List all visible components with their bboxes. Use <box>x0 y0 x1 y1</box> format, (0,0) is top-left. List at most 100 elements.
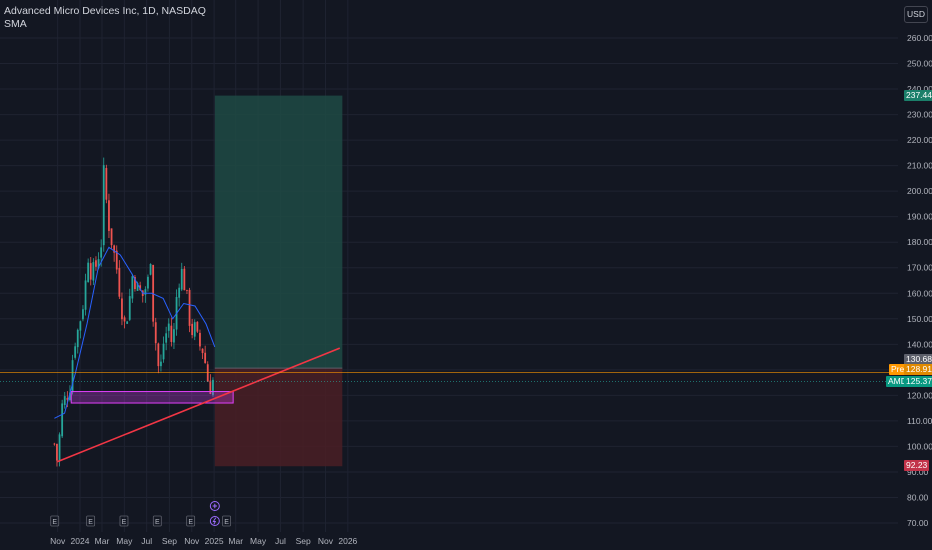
event-label: E <box>155 519 160 526</box>
target-price-badge: 237.44 <box>904 90 932 101</box>
candle <box>167 318 170 338</box>
candle <box>108 193 110 238</box>
candlestick-series <box>53 157 214 467</box>
earnings-event-marker[interactable]: E <box>186 515 196 527</box>
price-tick-label: 70.00 <box>907 518 929 528</box>
candle <box>149 263 152 276</box>
price-tick-label: 150.00 <box>907 314 932 324</box>
candle-body <box>147 276 149 289</box>
pre-market-badge: 128.91 <box>904 364 932 375</box>
candle <box>76 328 79 354</box>
candle-body <box>100 247 103 258</box>
event-badge <box>119 515 129 527</box>
candle-body <box>92 262 95 281</box>
candle-body <box>69 392 71 401</box>
candle-body <box>193 322 196 337</box>
price-tick-label: 100.00 <box>907 441 932 451</box>
candle-body <box>204 352 207 363</box>
candle-body <box>188 289 191 326</box>
last-price-badge: 125.37 <box>904 376 932 387</box>
candle-body <box>167 323 170 331</box>
time-tick-label: 2025 <box>205 536 224 546</box>
price-tick-label: 230.00 <box>907 110 932 120</box>
event-label: E <box>188 519 193 526</box>
candle-body <box>180 268 183 290</box>
candle-body <box>152 264 155 322</box>
candle-body <box>144 289 147 295</box>
support-box <box>70 391 234 404</box>
candle-body <box>157 343 160 367</box>
candle <box>154 317 157 351</box>
price-tick-label: 90.00 <box>907 467 929 477</box>
candle-body <box>173 329 175 343</box>
sma-line <box>54 246 216 419</box>
candle <box>204 345 207 364</box>
candle <box>110 228 113 249</box>
candle-body <box>154 322 157 344</box>
candle-body <box>191 323 194 336</box>
candle-body <box>199 332 201 347</box>
price-tick-label: 210.00 <box>907 161 932 171</box>
candle-body <box>186 290 188 291</box>
earnings-event-marker[interactable]: E <box>222 515 231 527</box>
candle-body <box>63 396 66 405</box>
candle <box>193 319 196 341</box>
candle-body <box>89 263 92 280</box>
price-tick-label: 120.00 <box>907 390 932 400</box>
candle <box>79 320 82 339</box>
earnings-event-marker[interactable]: E <box>50 515 60 527</box>
lightning-bolt <box>212 517 217 525</box>
event-badge <box>86 515 96 527</box>
candle-body <box>102 165 105 246</box>
symbol-title[interactable]: Advanced Micro Devices Inc, 1D, NASDAQ <box>4 5 206 17</box>
stop-price-badge: 92.23 <box>904 460 930 471</box>
pre-market-label: Pre <box>889 364 907 375</box>
candle-body <box>56 443 58 461</box>
chart-overlays <box>0 246 898 463</box>
candle <box>212 377 214 397</box>
candle <box>102 157 105 252</box>
earnings-event-marker[interactable]: E <box>119 515 129 527</box>
time-tick-label: Nov <box>50 536 66 546</box>
candle <box>209 374 212 395</box>
candle <box>56 443 58 467</box>
profit-zone <box>214 95 343 369</box>
time-tick-label: May <box>250 536 267 546</box>
candle <box>63 391 66 409</box>
candle-body <box>118 267 121 297</box>
candle-body <box>95 260 97 267</box>
candle <box>199 329 201 351</box>
candle-body <box>76 329 79 348</box>
candle-body <box>170 325 173 342</box>
lightning-event-icon <box>209 516 220 526</box>
price-tick-label: 220.00 <box>907 135 932 145</box>
candle <box>118 260 121 300</box>
candle-body <box>58 434 61 461</box>
candle <box>61 399 64 438</box>
candle <box>121 292 123 326</box>
candle-body <box>84 280 87 310</box>
event-label: E <box>88 519 93 526</box>
price-tick-label: 240.00 <box>907 84 932 94</box>
price-tick-label: 110.00 <box>907 416 932 426</box>
earnings-event-marker[interactable]: E <box>152 515 162 527</box>
candle <box>170 317 173 347</box>
time-tick-label: Jul <box>275 536 286 546</box>
candle <box>180 262 183 292</box>
plus-event-icon <box>209 501 220 511</box>
candle-body <box>74 346 77 358</box>
candle <box>71 354 74 395</box>
sma-indicator-label[interactable]: SMA <box>4 18 27 30</box>
earnings-event-marker[interactable]: E <box>86 515 96 527</box>
candle <box>144 286 147 303</box>
price-tick-label: 190.00 <box>907 212 932 222</box>
candle <box>74 342 77 360</box>
candle-body <box>212 379 214 395</box>
candle <box>82 305 84 322</box>
price-tick-label: 200.00 <box>907 186 932 196</box>
time-tick-label: Nov <box>184 536 200 546</box>
currency-button[interactable]: USD <box>904 6 928 23</box>
time-axis: Nov 2024 Mar May Jul Sep Nov 2025 Mar May Jul Sep No… <box>50 536 357 546</box>
